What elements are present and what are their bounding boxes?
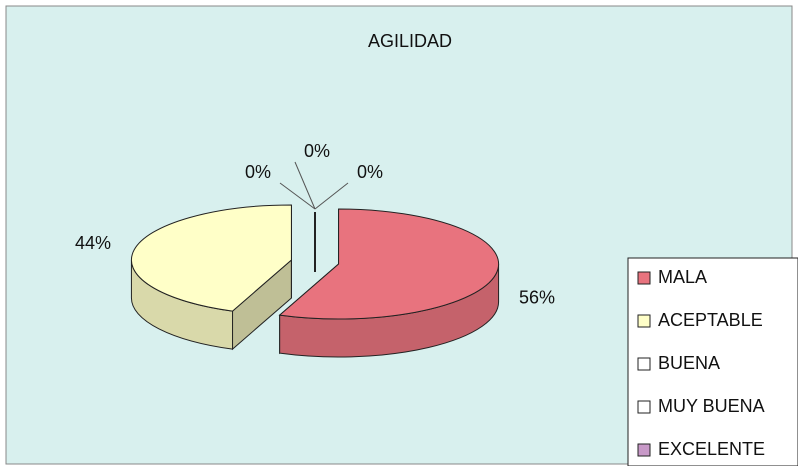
leader-line <box>314 182 349 210</box>
slice-face <box>278 208 500 320</box>
legend-label: EXCELENTE <box>658 439 765 459</box>
pie-slice <box>130 204 292 351</box>
leader-line <box>279 182 316 210</box>
legend-swatch <box>637 443 651 457</box>
slice-face <box>130 204 292 312</box>
chart-title: AGILIDAD <box>368 31 452 51</box>
legend-swatch <box>637 400 651 414</box>
legend-swatch <box>637 357 651 371</box>
legend-label: MALA <box>658 267 707 287</box>
leader-line <box>294 161 316 210</box>
legend-label: ACEPTABLE <box>658 310 763 330</box>
data-label: 44% <box>75 233 111 253</box>
data-label: 56% <box>519 288 555 308</box>
legend-swatch <box>637 271 651 285</box>
pie-slice <box>278 208 500 358</box>
legend-label: BUENA <box>658 353 720 373</box>
data-label: 0% <box>245 162 271 182</box>
data-label: 0% <box>304 141 330 161</box>
legend-swatch <box>637 314 651 328</box>
legend <box>627 257 798 467</box>
legend-label: MUY BUENA <box>658 396 765 416</box>
data-label: 0% <box>357 162 383 182</box>
